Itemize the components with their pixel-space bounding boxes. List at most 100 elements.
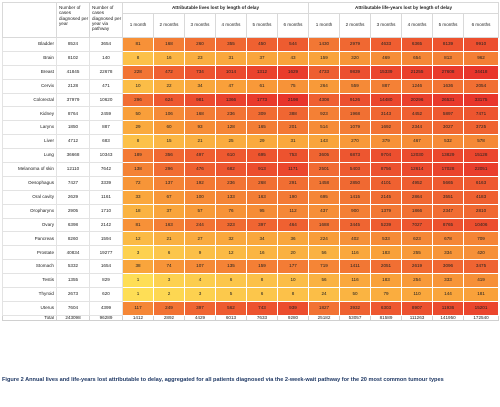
cell-cases: 4712: [56, 134, 90, 150]
cell-lives-month-1: 81: [122, 37, 154, 52]
row-label: Liver: [2, 134, 57, 150]
cell-via: 10343: [89, 148, 123, 164]
cell-lives-month-6: 939: [276, 300, 310, 316]
cell-lives-month-2: 74: [153, 259, 185, 275]
cell-lives-month-2: 67: [153, 189, 185, 205]
cell-cases: 2905: [56, 203, 90, 219]
cell-ly-month-5: 2347: [432, 203, 465, 219]
cell-ly-month-5: 333: [432, 273, 465, 289]
cell-ly-month-3: 81589: [370, 314, 403, 322]
cell-ly-month-1: 2501: [308, 162, 341, 177]
cell-lives-month-1: 8: [122, 134, 154, 150]
row-label: Bladder: [2, 37, 57, 52]
cell-lives-month-4: 133: [215, 189, 247, 205]
cell-lives-month-3: 107: [184, 259, 216, 275]
cell-cases: 7604: [56, 300, 90, 316]
cell-lives-month-4: 31: [215, 50, 247, 66]
cell-via: 96289: [89, 314, 123, 322]
cell-via: 1161: [89, 189, 123, 205]
cell-ly-month-5: 13829: [432, 148, 465, 164]
cell-lives-month-5: 165: [246, 120, 278, 136]
cell-lives-month-2: 106: [153, 106, 185, 122]
cell-ly-month-4: 110: [401, 287, 434, 302]
cell-lives-month-4: 562: [215, 300, 247, 316]
cell-via: 19277: [89, 245, 123, 261]
cell-lives-month-2: 15: [153, 134, 185, 150]
corner-cell: [2, 2, 57, 38]
cell-ly-month-6: 419: [463, 273, 500, 289]
table-row: Larynx 1850 887 29 60 93 128 165 201 514 1079 1692 2…: [2, 120, 500, 136]
cell-lives-month-2: 21: [153, 231, 185, 247]
cell-via: 2142: [89, 217, 123, 233]
cell-ly-month-4: 111263: [401, 314, 434, 322]
header-ly-month-3: 3 months: [370, 13, 403, 38]
header-lives-month-4: 4 months: [215, 13, 247, 38]
header-ly-month-4: 4 months: [401, 13, 434, 38]
cell-lives-month-4: 76: [215, 203, 247, 219]
table-row: Uterus 7604 4399 117 249 397 562 743 939 1827 3932…: [2, 300, 500, 316]
cell-ly-month-5: 3096: [432, 259, 465, 275]
cell-ly-month-5: 532: [432, 134, 465, 150]
cell-lives-month-5: 8: [246, 273, 278, 289]
cell-ly-month-3: 9704: [370, 148, 403, 164]
cell-lives-month-5: 913: [246, 162, 278, 177]
row-label: Prostate: [2, 245, 57, 261]
cell-lives-month-1: 38: [122, 259, 154, 275]
header-ly-month-2: 2 months: [339, 13, 372, 38]
cell-ly-month-1: 1458: [308, 175, 341, 191]
cell-lives-month-5: 16: [246, 245, 278, 261]
figure-caption: Figure 2 Annual lives and life-years los…: [2, 377, 444, 383]
cell-ly-month-1: 695: [308, 189, 341, 205]
cell-ly-month-3: 8756: [370, 162, 403, 177]
cell-lives-month-4: 1366: [215, 92, 247, 108]
row-label: Oropharynx: [2, 203, 57, 219]
cell-ly-month-3: 2051: [370, 259, 403, 275]
cell-ly-month-6: 15201: [463, 300, 500, 316]
cell-lives-month-4: 682: [215, 162, 247, 177]
cell-ly-month-2: 1079: [339, 120, 372, 136]
cell-cases: 40834: [56, 245, 90, 261]
cell-ly-month-2: 2850: [339, 175, 372, 191]
cell-ly-month-4: 623: [401, 231, 434, 247]
cell-lives-month-5: 695: [246, 148, 278, 164]
cell-lives-month-4: 47: [215, 78, 247, 94]
cell-lives-month-2: 6: [153, 245, 185, 261]
cell-lives-month-2: 624: [153, 92, 185, 108]
cell-ly-month-2: 5403: [339, 162, 372, 177]
header-group-lifeyears: Attributable life-years lost by length o…: [308, 2, 500, 14]
cell-ly-month-5: 3551: [432, 189, 465, 205]
cell-ly-month-3: 6303: [370, 300, 403, 316]
cell-ly-month-4: 8907: [401, 300, 434, 316]
cell-lives-month-6: 2198: [276, 92, 310, 108]
cell-ly-month-4: 2864: [401, 189, 434, 205]
cell-lives-month-3: 192: [184, 175, 216, 191]
header-lives-month-6: 6 months: [276, 13, 310, 38]
cell-ly-month-4: 2619: [401, 259, 434, 275]
cell-ly-month-3: 4633: [370, 37, 403, 52]
cell-ly-month-3: 4101: [370, 175, 403, 191]
cell-ly-month-1: 437: [308, 203, 341, 219]
cell-ly-month-1: 923: [308, 106, 341, 122]
row-label: Testis: [2, 273, 57, 289]
cell-cases: 2128: [56, 78, 90, 94]
cell-ly-month-1: 264: [308, 78, 341, 94]
cell-lives-month-6: 8: [276, 287, 310, 302]
cell-ly-month-6: 181: [463, 287, 500, 302]
cell-lives-month-6: 753: [276, 148, 310, 164]
cell-ly-month-5: 1636: [432, 78, 465, 94]
cell-ly-month-3: 887: [370, 78, 403, 94]
cell-lives-month-2: 356: [153, 148, 185, 164]
cell-ly-month-6: 7471: [463, 106, 500, 122]
cell-cases: 37979: [56, 92, 90, 108]
cell-lives-month-4: 135: [215, 259, 247, 275]
cell-lives-month-4: 236: [215, 106, 247, 122]
cell-lives-month-3: 23: [184, 50, 216, 66]
cell-cases: 36668: [56, 148, 90, 164]
row-label: Ovary: [2, 217, 57, 233]
cell-lives-month-4: 1014: [215, 64, 247, 80]
cell-ly-month-6: 3475: [463, 259, 500, 275]
cell-ly-month-4: 12614: [401, 162, 434, 177]
cell-lives-month-3: 734: [184, 64, 216, 80]
cell-via: 620: [89, 287, 123, 302]
header-lives-month-1: 1 month: [122, 13, 154, 38]
